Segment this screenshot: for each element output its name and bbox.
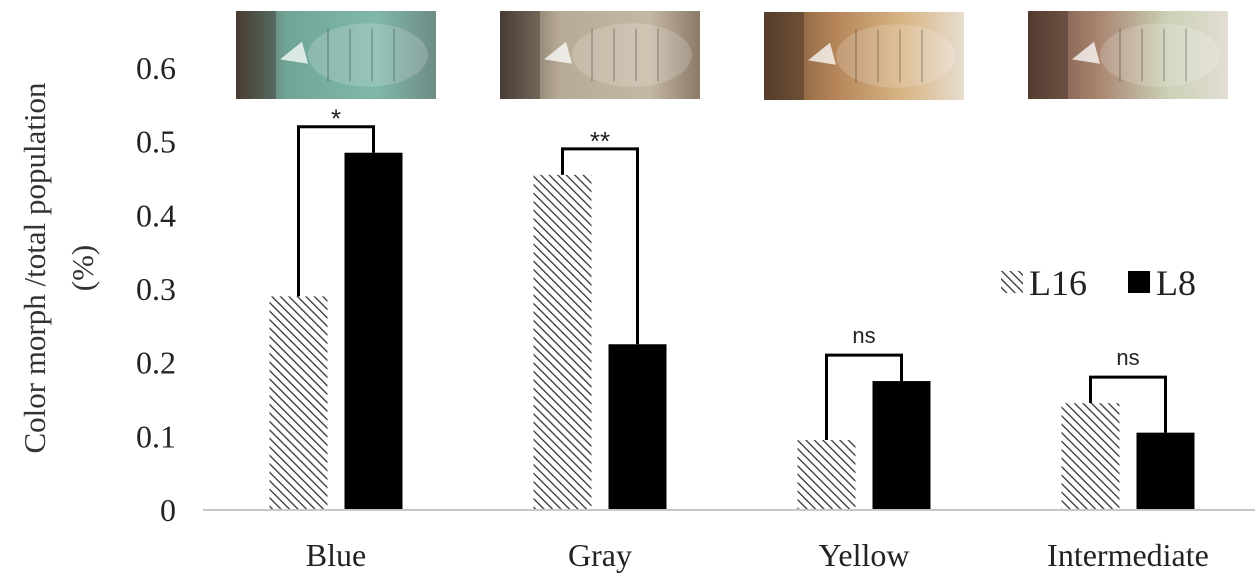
y-tick-label: 0 bbox=[160, 492, 176, 528]
legend-swatch-l16 bbox=[1001, 271, 1023, 293]
bar-l8-gray bbox=[608, 344, 667, 510]
category-label-gray: Gray bbox=[568, 537, 632, 573]
legend-label-l8: L8 bbox=[1156, 263, 1196, 303]
bar-l16-intermediate bbox=[1061, 403, 1120, 510]
y-tick-label: 0.4 bbox=[136, 197, 176, 233]
legend-label-l16: L16 bbox=[1029, 263, 1087, 303]
yellow-morph-photo bbox=[764, 12, 964, 100]
y-axis-label-line-1: Color morph /total population bbox=[17, 82, 52, 454]
bar-l8-yellow bbox=[872, 381, 931, 510]
blue-morph-photo bbox=[236, 11, 436, 99]
bar-l16-blue bbox=[269, 296, 328, 510]
y-axis-label: Color morph /total population (%) bbox=[17, 82, 100, 454]
significance-label-intermediate: ns bbox=[1116, 345, 1139, 370]
significance-bracket-gray bbox=[561, 147, 639, 345]
y-axis-ticks: 0 0.1 0.2 0.3 0.4 0.5 0.6 bbox=[136, 50, 176, 528]
y-tick-label: 0.2 bbox=[136, 345, 176, 381]
significance-bracket-intermediate bbox=[1089, 375, 1167, 433]
y-tick-label: 0.1 bbox=[136, 418, 176, 454]
category-label-intermediate: Intermediate bbox=[1047, 537, 1209, 573]
bar-l16-gray bbox=[533, 174, 592, 511]
significance-label-gray: ** bbox=[590, 126, 610, 156]
category-labels: Blue Gray Yellow Intermediate bbox=[306, 537, 1209, 573]
significance-bracket-yellow bbox=[825, 353, 903, 441]
bar-l8-intermediate bbox=[1136, 432, 1195, 510]
y-axis-label-line-2: (%) bbox=[65, 245, 100, 291]
significance-bracket-blue bbox=[297, 125, 375, 297]
intermediate-morph-photo bbox=[1028, 11, 1228, 99]
significance-label-blue: * bbox=[331, 104, 341, 134]
gray-morph-photo bbox=[500, 11, 700, 99]
y-tick-label: 0.6 bbox=[136, 50, 176, 86]
category-images bbox=[236, 11, 1228, 100]
category-label-yellow: Yellow bbox=[819, 537, 910, 573]
significance-label-yellow: ns bbox=[852, 323, 875, 348]
category-label-blue: Blue bbox=[306, 537, 366, 573]
bar-l16-yellow bbox=[797, 440, 856, 510]
legend: L16 L8 bbox=[1001, 263, 1196, 303]
bars bbox=[269, 152, 1195, 511]
legend-swatch-l8 bbox=[1128, 271, 1150, 293]
y-tick-label: 0.3 bbox=[136, 271, 176, 307]
bar-l8-blue bbox=[344, 152, 403, 510]
y-tick-label: 0.5 bbox=[136, 124, 176, 160]
